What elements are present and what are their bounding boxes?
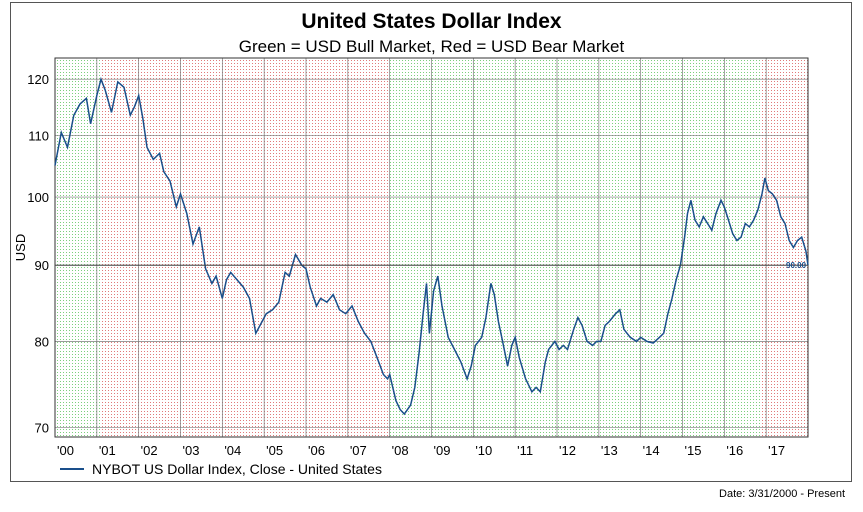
regime-band-bull bbox=[55, 58, 102, 437]
regime-band-bear bbox=[101, 58, 390, 437]
x-tick-label: '14 bbox=[643, 443, 660, 458]
chart-subtitle: Green = USD Bull Market, Red = USD Bear … bbox=[238, 37, 625, 56]
y-tick-label: 120 bbox=[27, 72, 49, 87]
y-axis-label: USD bbox=[13, 234, 28, 261]
x-tick-label: '06 bbox=[308, 443, 325, 458]
regime-band-bull bbox=[389, 58, 762, 437]
y-tick-label: 70 bbox=[35, 421, 49, 436]
chart-title: United States Dollar Index bbox=[301, 10, 562, 33]
x-tick-label: '15 bbox=[685, 443, 702, 458]
x-tick-label: '04 bbox=[224, 443, 241, 458]
plot-area-border bbox=[54, 57, 809, 438]
legend-label: NYBOT US Dollar Index, Close - United St… bbox=[92, 461, 382, 477]
x-tick-label: '02 bbox=[141, 443, 158, 458]
regime-band-bear bbox=[761, 58, 808, 437]
legend-swatch bbox=[60, 468, 84, 470]
x-tick-label: '13 bbox=[601, 443, 618, 458]
x-tick-label: '08 bbox=[392, 443, 409, 458]
y-tick-label: 90 bbox=[35, 258, 49, 273]
y-tick-label: 80 bbox=[35, 334, 49, 349]
y-tick-label: 100 bbox=[27, 190, 49, 205]
x-tick-label: '05 bbox=[266, 443, 283, 458]
y-tick-label: 110 bbox=[28, 128, 49, 143]
date-range-note: Date: 3/31/2000 - Present bbox=[719, 488, 845, 500]
x-tick-label: '07 bbox=[350, 443, 367, 458]
x-tick-label: '09 bbox=[434, 443, 451, 458]
y-axis-ticks: 70 80 90 100 110 120 bbox=[27, 72, 49, 435]
x-tick-label: '16 bbox=[726, 443, 743, 458]
x-tick-label: '03 bbox=[183, 443, 200, 458]
x-tick-label: '00 bbox=[57, 443, 74, 458]
series-line-usd-index bbox=[54, 76, 809, 416]
x-tick-label: '10 bbox=[475, 443, 492, 458]
market-regime-bands bbox=[55, 58, 808, 437]
x-tick-label: '17 bbox=[768, 443, 785, 458]
x-tick-label: '01 bbox=[99, 443, 116, 458]
legend: NYBOT US Dollar Index, Close - United St… bbox=[60, 461, 382, 477]
x-tick-label: '11 bbox=[517, 443, 533, 458]
x-tick-label: '12 bbox=[559, 443, 576, 458]
x-axis-ticks: '00 '01 '02 '03 '04 '05 '06 '07 '08 '09 '10 '11 '12 '… bbox=[57, 443, 785, 458]
last-value-label: 90.00 bbox=[786, 261, 807, 270]
